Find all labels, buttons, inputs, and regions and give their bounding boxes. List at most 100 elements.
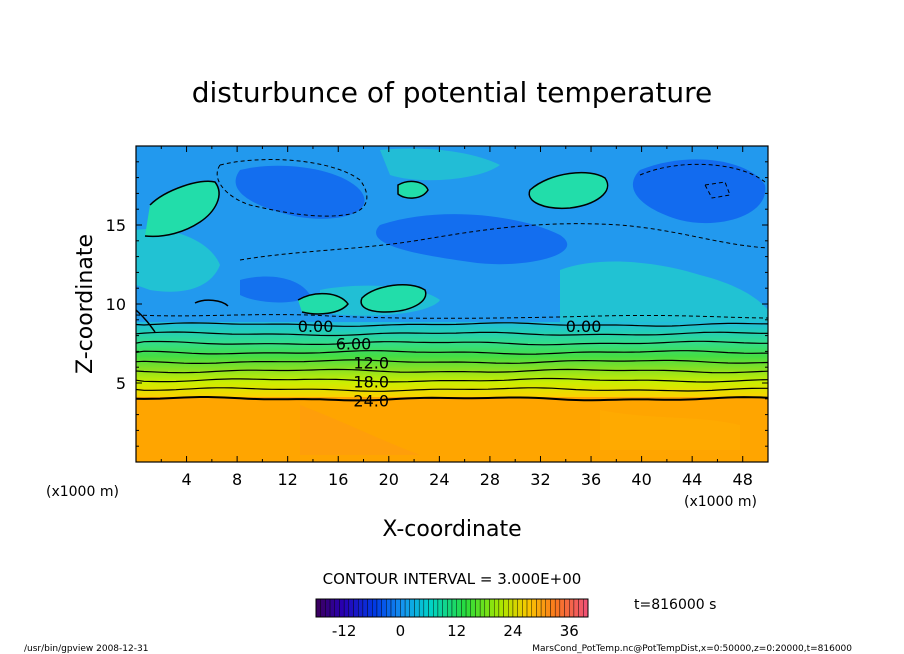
x-tick-label: 8 bbox=[232, 470, 242, 489]
x-tick-label: 44 bbox=[682, 470, 702, 489]
colorbar-cell bbox=[372, 598, 378, 618]
colorbar bbox=[315, 598, 589, 618]
y-axis-label: Z-coordinate bbox=[73, 234, 98, 374]
near-zero-region bbox=[560, 261, 768, 324]
lower-layer-variation bbox=[600, 410, 740, 450]
colorbar-cell bbox=[503, 598, 509, 618]
colorbar-cell bbox=[325, 598, 331, 618]
negative-region bbox=[632, 159, 766, 224]
contour-label: 6.00 bbox=[336, 335, 372, 354]
x-tick-label: 16 bbox=[328, 470, 348, 489]
colorbar-cell bbox=[517, 598, 523, 618]
contour-line bbox=[136, 387, 768, 392]
x-tick-label: 24 bbox=[429, 470, 449, 489]
y-axis-unit: (x1000 m) bbox=[46, 484, 119, 500]
colorbar-cell bbox=[414, 598, 420, 618]
contour-line bbox=[136, 368, 768, 374]
x-tick-label: 20 bbox=[379, 470, 399, 489]
colorbar-cell bbox=[404, 598, 410, 618]
colorbar-cell bbox=[395, 598, 401, 618]
negative-region bbox=[240, 276, 310, 303]
contour-line bbox=[136, 322, 768, 327]
colorbar-cell bbox=[451, 598, 457, 618]
negative-contours bbox=[136, 159, 768, 319]
colorbar-cell bbox=[512, 598, 518, 618]
colorbar-cell bbox=[348, 598, 354, 618]
colorbar-tick-label: -12 bbox=[332, 622, 357, 640]
colorbar-cell bbox=[536, 598, 542, 618]
colorbar-cell bbox=[531, 598, 537, 618]
positive-region bbox=[361, 284, 426, 312]
contour-line bbox=[136, 331, 768, 337]
colorbar-frame bbox=[315, 598, 589, 618]
colorbar-cell bbox=[362, 598, 368, 618]
contour-line bbox=[136, 350, 768, 355]
colorbar-cell bbox=[540, 598, 546, 618]
colorbar-cell bbox=[508, 598, 514, 618]
colorbar-cell bbox=[428, 598, 434, 618]
colorbar-cell bbox=[554, 598, 561, 618]
colorbar-cell bbox=[433, 598, 439, 618]
x-tick-label: 12 bbox=[278, 470, 298, 489]
footer-left: /usr/bin/gpview 2008-12-31 bbox=[24, 644, 148, 654]
colorbar-cell bbox=[367, 598, 373, 618]
colorbar-cell bbox=[381, 598, 387, 618]
contour-label: 0.00 bbox=[298, 317, 334, 336]
contour-label: 18.0 bbox=[353, 372, 389, 391]
colorbar-tick-label: 0 bbox=[396, 622, 406, 640]
zero-contours bbox=[136, 171, 609, 333]
colorbar-cell bbox=[437, 598, 443, 618]
negative-region bbox=[235, 165, 365, 219]
positive-region bbox=[398, 181, 428, 199]
colorbar-cell bbox=[470, 598, 476, 618]
colorbar-cell bbox=[334, 598, 340, 618]
y-tick-label: 5 bbox=[116, 374, 126, 393]
colorbar-cell bbox=[550, 598, 556, 618]
colorbar-cell bbox=[418, 598, 425, 618]
colorbar-cell bbox=[400, 598, 406, 618]
colorbar-cell bbox=[320, 598, 326, 618]
colorbar-cell bbox=[489, 598, 495, 618]
colorbar-cell bbox=[465, 598, 471, 618]
x-tick-label: 36 bbox=[581, 470, 601, 489]
colorbar-cell bbox=[475, 598, 481, 618]
colorbar-tick-label: 12 bbox=[447, 622, 466, 640]
colorbar-cell bbox=[578, 598, 584, 618]
near-zero-region bbox=[380, 148, 500, 181]
colorbar-cell bbox=[583, 598, 589, 618]
y-tick-label: 10 bbox=[106, 295, 126, 314]
contour-line bbox=[136, 377, 768, 383]
colorbar-cell bbox=[545, 598, 551, 618]
near-zero-region bbox=[136, 229, 220, 292]
colorbar-cell bbox=[442, 598, 448, 618]
x-tick-label: 28 bbox=[480, 470, 500, 489]
x-axis-label: X-coordinate bbox=[382, 517, 521, 542]
colorbar-cell bbox=[343, 598, 350, 618]
colorbar-cell bbox=[564, 598, 570, 618]
x-tick-label: 48 bbox=[733, 470, 753, 489]
x-tick-label: 4 bbox=[181, 470, 191, 489]
colorbar-cell bbox=[329, 598, 335, 618]
colorbar-cell bbox=[494, 598, 500, 618]
contour-label: 12.0 bbox=[353, 353, 389, 372]
colorbar-cell bbox=[409, 598, 415, 618]
chart-title: disturbunce of potential temperature bbox=[192, 76, 713, 109]
colorbar-cell bbox=[479, 598, 486, 618]
colorbar-cell bbox=[423, 598, 429, 618]
footer-right: MarsCond_PotTemp.nc@PotTempDist,x=0:5000… bbox=[532, 644, 852, 654]
colorbar-tick-label: 36 bbox=[560, 622, 579, 640]
colorbar-cell bbox=[461, 598, 467, 618]
x-tick-label: 32 bbox=[530, 470, 550, 489]
colorbar-cell bbox=[498, 598, 504, 618]
contour-label: 0.00 bbox=[566, 317, 602, 336]
colorbar-cell bbox=[447, 598, 453, 618]
colorbar-cell bbox=[573, 598, 579, 618]
positive-region bbox=[529, 172, 608, 209]
plot-area bbox=[136, 146, 768, 462]
contour-label: 24.0 bbox=[353, 391, 389, 410]
time-label: t=816000 s bbox=[634, 597, 716, 613]
contour-interval: CONTOUR INTERVAL = 3.000E+00 bbox=[323, 570, 582, 588]
colorbar-cell bbox=[353, 598, 359, 618]
x-axis-unit: (x1000 m) bbox=[684, 494, 757, 510]
